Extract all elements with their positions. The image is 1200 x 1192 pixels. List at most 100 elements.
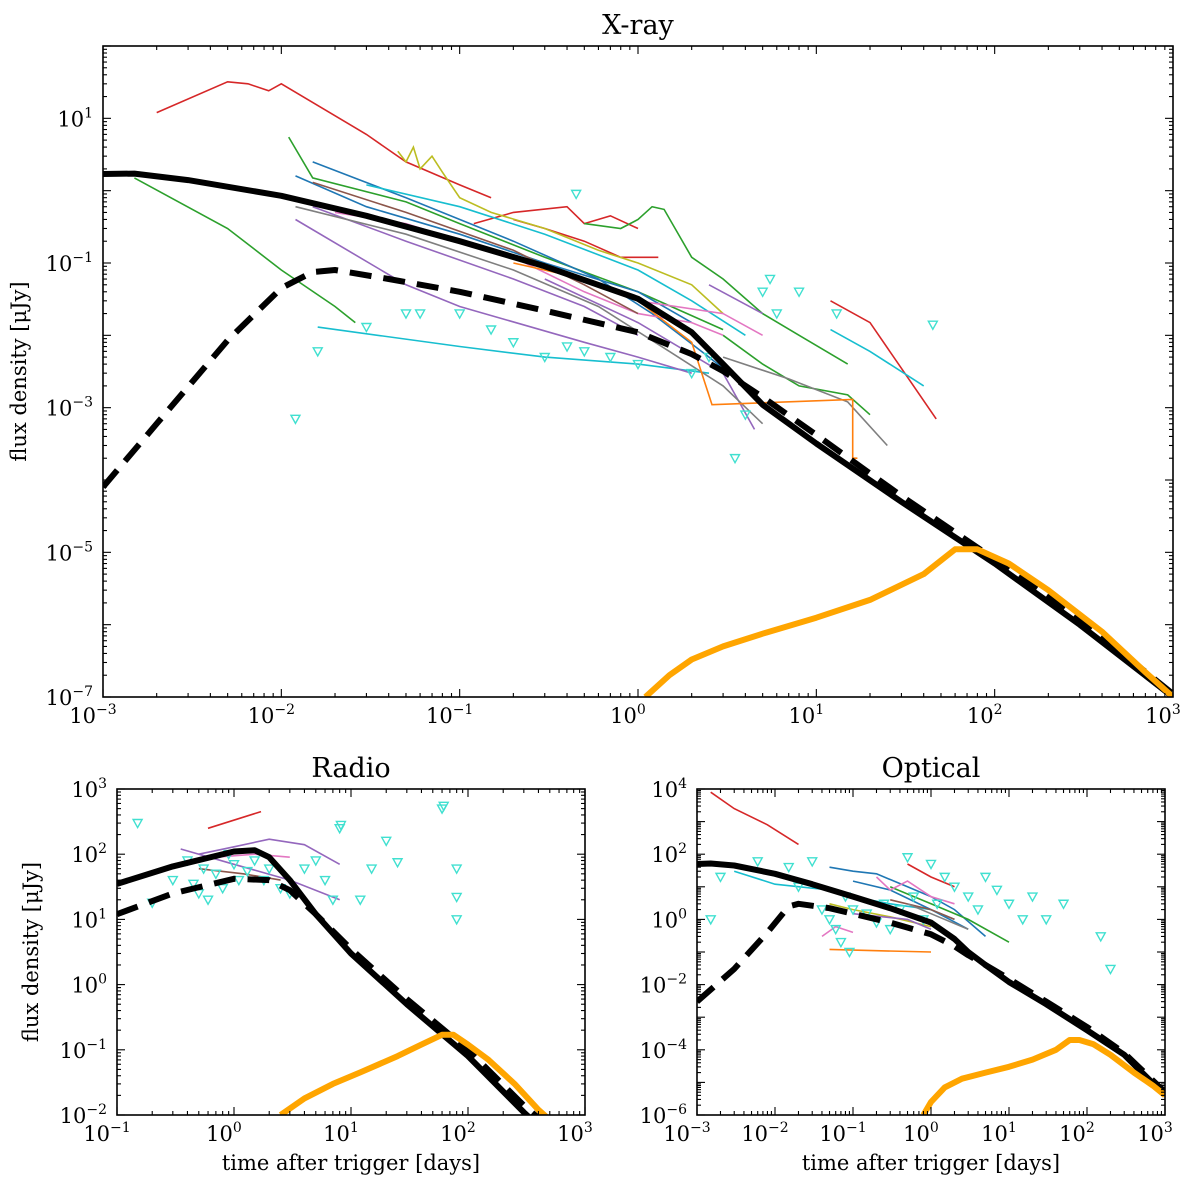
- optical-upper-limit-29: [1017, 915, 1029, 926]
- xray-upper-limit-4: [414, 309, 426, 320]
- radio-data-line-4: [198, 838, 341, 865]
- radio-upper-limit-4: [187, 879, 200, 890]
- optical-model-orange-curve: [920, 1037, 1165, 1115]
- radio-upper-limit-21: [319, 875, 331, 887]
- xray-upper-limit-22: [927, 320, 939, 331]
- optical-x-tick-label: 100: [903, 1120, 939, 1146]
- optical-upper-limit-2: [783, 862, 795, 874]
- radio-upper-limit-31: [450, 864, 463, 875]
- radio-upper-limit-19: [298, 864, 311, 875]
- optical-x-tick-label: 103: [1137, 1120, 1173, 1146]
- radio-x-tick-label: 101: [323, 1120, 359, 1146]
- radio-x-tick-label: 102: [440, 1120, 476, 1146]
- radio-upper-limit-24: [335, 820, 347, 831]
- optical-upper-limit-21: [931, 899, 943, 910]
- optical-x-tick-label: 10−2: [741, 1120, 788, 1146]
- optical-y-tick-label: 102: [651, 841, 687, 867]
- xray-y-axis-label: flux density [μJy]: [7, 281, 31, 461]
- xray-data-line-15: [366, 184, 746, 336]
- xray-upper-limit-14: [685, 368, 698, 380]
- xray-x-tick-label: 10−3: [69, 702, 116, 728]
- radio-x-tick-label: 103: [557, 1120, 593, 1146]
- radio-upper-limit-30: [438, 801, 450, 812]
- radio-upper-limit-27: [380, 836, 392, 847]
- radio-upper-limit-13: [241, 866, 254, 878]
- radio-upper-limit-26: [365, 864, 378, 875]
- xray-upper-limit-19: [771, 309, 783, 320]
- radio-upper-limit-28: [391, 858, 404, 869]
- optical-data-line-3: [710, 791, 799, 846]
- optical-data-line-5: [829, 866, 987, 938]
- optical-upper-limit-28: [1003, 899, 1015, 910]
- optical-upper-limit-4: [806, 857, 818, 868]
- radio-x-axis-label: time after trigger [days]: [222, 1151, 480, 1175]
- optical-x-tick-label: 102: [1059, 1120, 1095, 1146]
- radio-upper-limit-2: [167, 875, 179, 887]
- xray-data-line-13: [312, 161, 746, 387]
- optical-upper-limit-0: [714, 872, 727, 883]
- optical-model-dashed-curve: [697, 900, 1165, 1095]
- xray-data-line-12: [295, 175, 693, 324]
- xray-upper-limit-12: [604, 352, 617, 364]
- optical-upper-limit-34: [1104, 964, 1117, 975]
- optical-upper-limit-25: [972, 905, 984, 916]
- xray-model-dashed-curve: [103, 267, 1173, 697]
- optical-y-tick-label: 10−4: [640, 1037, 687, 1063]
- radio-x-tick-label: 100: [206, 1120, 242, 1146]
- xray-x-tick-label: 10−2: [248, 702, 295, 728]
- xray-upper-limit-10: [570, 189, 582, 200]
- xray-upper-limit-18: [764, 274, 776, 285]
- radio-model-orange-curve: [278, 1031, 549, 1115]
- xray-upper-limit-0: [289, 414, 302, 425]
- radio-y-tick-label: 101: [71, 906, 107, 932]
- xray-y-tick-label: 101: [57, 105, 93, 131]
- xray-data-line-18: [295, 218, 692, 374]
- xray-upper-limit-6: [485, 325, 497, 336]
- optical-data-line-4: [907, 863, 955, 888]
- xray-panel: 10−3 10−2 10−1 100 101 102 103 10−7 10−5 10−3 10−1…: [7, 10, 1181, 728]
- optical-data-line-9: [875, 876, 955, 905]
- optical-upper-limit-26: [979, 872, 992, 883]
- optical-plot-area: [697, 791, 1165, 1115]
- radio-y-tick-label: 10−1: [60, 1037, 107, 1063]
- radio-upper-limit-0: [131, 818, 144, 830]
- optical-upper-limit-35: [705, 915, 717, 926]
- xray-data-line-10: [722, 334, 871, 416]
- optical-y-tick-label: 10−2: [640, 972, 687, 998]
- xray-upper-limit-8: [539, 352, 551, 364]
- xray-upper-limit-16: [739, 410, 752, 421]
- optical-upper-limit-31: [1040, 915, 1052, 926]
- xray-upper-limit-11: [578, 347, 591, 358]
- xray-data-line-4: [473, 205, 639, 230]
- radio-model-solid-curve: [117, 847, 532, 1115]
- xray-y-tick-label: 10−5: [46, 539, 93, 565]
- xray-data-line-19: [708, 284, 763, 315]
- optical-upper-limit-20: [925, 859, 937, 870]
- optical-upper-limit-5: [816, 905, 828, 916]
- xray-upper-limit-21: [830, 309, 843, 320]
- radio-title: Radio: [311, 753, 390, 784]
- optical-upper-limit-7: [830, 924, 842, 936]
- xray-upper-limit-13: [632, 359, 644, 371]
- xray-upper-limit-20: [793, 287, 805, 298]
- xray-upper-limit-3: [400, 309, 412, 320]
- xray-y-tick-label: 10−7: [46, 684, 93, 710]
- xray-data-line-9: [584, 205, 849, 365]
- optical-upper-limit-24: [962, 892, 974, 903]
- optical-upper-limit-30: [1026, 892, 1039, 903]
- xray-data-line-14: [317, 326, 710, 374]
- optical-upper-limit-27: [991, 885, 1003, 896]
- radio-y-axis-label: flux density [μJy]: [19, 862, 43, 1042]
- optical-upper-limit-33: [1095, 932, 1107, 943]
- xray-upper-limit-5: [453, 309, 466, 320]
- optical-upper-limit-18: [908, 892, 920, 903]
- radio-upper-limit-14: [248, 856, 261, 867]
- optical-upper-limit-22: [939, 872, 951, 883]
- radio-upper-limit-6: [197, 864, 210, 875]
- xray-model-solid-curve: [103, 170, 1173, 697]
- optical-x-tick-label: 10−1: [819, 1120, 866, 1146]
- radio-upper-limit-25: [354, 895, 366, 906]
- radio-upper-limit-7: [202, 895, 214, 906]
- optical-y-tick-label: 100: [651, 906, 687, 932]
